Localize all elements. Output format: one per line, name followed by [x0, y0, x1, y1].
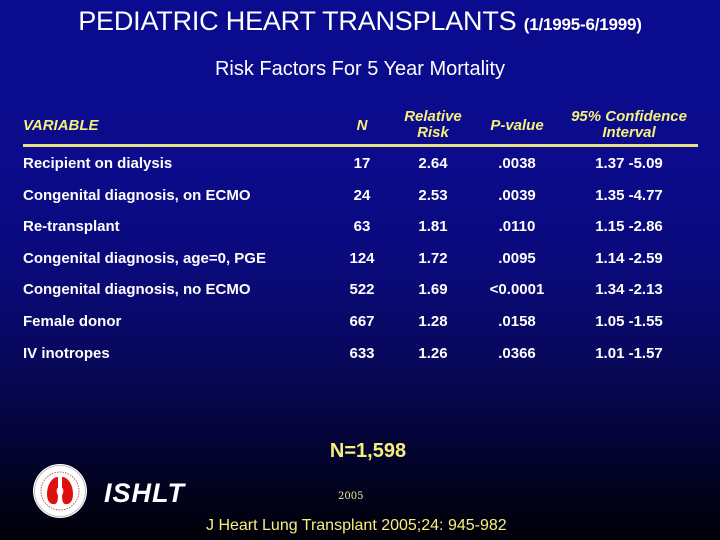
header-n: N	[356, 117, 368, 134]
header-relative-risk-line2: Risk	[417, 124, 449, 141]
table-row: Recipient on dialysis 17 2.64 .0038 1.37…	[23, 147, 698, 179]
cell-p-value: .0110	[498, 218, 536, 236]
cell-relative-risk: 1.69	[418, 281, 448, 299]
cell-n: 63	[353, 218, 371, 236]
header-ci-line2: Interval	[602, 124, 656, 141]
slide-date-range: (1/1995-6/1999)	[523, 15, 642, 34]
cell-confidence-interval: 1.15 -2.86	[595, 218, 663, 236]
total-n-label: N=1,598	[329, 440, 407, 462]
cell-confidence-interval: 1.14 -2.59	[595, 249, 663, 267]
cell-relative-risk: 1.81	[418, 218, 448, 236]
table-row: Congenital diagnosis, age=0, PGE 124 1.7…	[23, 242, 698, 274]
cell-variable: Congenital diagnosis, age=0, PGE	[23, 249, 266, 267]
table-row: Female donor 667 1.28 .0158 1.05 -1.55	[23, 305, 698, 337]
cell-n: 24	[353, 186, 371, 204]
footer-year: 2005	[338, 491, 364, 502]
cell-p-value: <0.0001	[489, 281, 545, 299]
cell-p-value: .0095	[498, 249, 536, 267]
cell-n: 633	[349, 344, 375, 362]
cell-variable: Re-transplant	[23, 218, 120, 236]
table-row: Re-transplant 63 1.81 .0110 1.15 -2.86	[23, 210, 698, 242]
table-row: IV inotropes 633 1.26 .0366 1.01 -1.57	[23, 337, 698, 369]
cell-confidence-interval: 1.01 -1.57	[595, 344, 663, 362]
cell-variable: Recipient on dialysis	[23, 155, 173, 172]
header-relative-risk-line1: Relative	[404, 108, 462, 125]
table-header-row: VARIABLE N Relative Risk P-value 95% Con…	[23, 108, 698, 147]
table-row: Congenital diagnosis, no ECMO 522 1.69 <…	[23, 273, 698, 305]
cell-relative-risk: 2.53	[418, 186, 448, 204]
cell-relative-risk: 1.72	[418, 249, 448, 267]
cell-relative-risk: 1.28	[418, 312, 448, 330]
slide-title-main: PEDIATRIC HEART TRANSPLANTS	[78, 6, 517, 36]
cell-variable: Female donor	[23, 312, 122, 330]
cell-p-value: .0039	[498, 186, 536, 204]
cell-confidence-interval: 1.35 -4.77	[595, 186, 663, 204]
cell-p-value: .0038	[498, 155, 536, 172]
cell-relative-risk: 1.26	[418, 344, 448, 362]
cell-n: 124	[349, 249, 375, 267]
cell-p-value: .0366	[498, 344, 536, 362]
cell-n: 17	[353, 155, 371, 172]
cell-confidence-interval: 1.34 -2.13	[595, 281, 663, 299]
risk-factors-table: VARIABLE N Relative Risk P-value 95% Con…	[23, 108, 698, 368]
cell-variable: Congenital diagnosis, no ECMO	[23, 281, 251, 299]
slide-title: PEDIATRIC HEART TRANSPLANTS (1/1995-6/19…	[0, 6, 720, 37]
header-relative-risk: Relative Risk	[395, 109, 471, 141]
table-row: Congenital diagnosis, on ECMO 24 2.53 .0…	[23, 179, 698, 211]
header-variable: VARIABLE	[23, 117, 99, 134]
organization-name: ISHLT	[104, 478, 185, 508]
header-confidence-interval: 95% Confidence Interval	[561, 109, 697, 141]
cell-p-value: .0158	[498, 312, 536, 330]
cell-relative-risk: 2.64	[418, 155, 448, 172]
slide-subtitle: Risk Factors For 5 Year Mortality	[214, 58, 506, 80]
cell-variable: IV inotropes	[23, 344, 110, 362]
cell-variable: Congenital diagnosis, on ECMO	[23, 186, 251, 204]
cell-n: 522	[349, 281, 375, 299]
cell-confidence-interval: 1.37 -5.09	[595, 155, 663, 172]
cell-n: 667	[349, 312, 375, 330]
ishlt-lungs-seal-icon	[32, 463, 88, 519]
journal-citation: J Heart Lung Transplant 2005;24: 945-982	[206, 517, 507, 534]
header-ci-line1: 95% Confidence	[571, 108, 687, 125]
header-p-value: P-value	[490, 117, 544, 134]
cell-confidence-interval: 1.05 -1.55	[595, 312, 663, 330]
